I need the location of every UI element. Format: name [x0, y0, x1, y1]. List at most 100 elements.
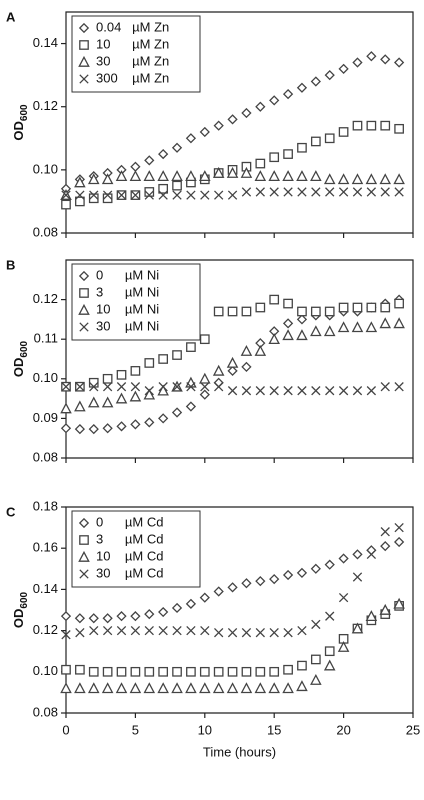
point — [366, 386, 377, 396]
point — [310, 654, 321, 665]
point — [352, 57, 363, 68]
point — [365, 321, 378, 333]
point — [296, 567, 308, 579]
point — [310, 306, 321, 317]
point — [394, 382, 404, 392]
point — [89, 190, 99, 200]
point — [171, 682, 183, 694]
y-tick-label: 0.10 — [33, 370, 58, 385]
point — [88, 613, 99, 624]
point — [241, 107, 252, 119]
point — [200, 190, 210, 200]
point — [379, 317, 392, 329]
legend-label: 0.04 µM Zn — [96, 19, 169, 34]
point — [255, 386, 265, 396]
point — [158, 606, 169, 618]
point — [102, 423, 113, 434]
point — [283, 149, 293, 159]
point — [116, 421, 127, 432]
point — [214, 628, 224, 638]
point — [380, 120, 391, 131]
point — [269, 294, 280, 305]
point — [102, 625, 113, 636]
point — [283, 664, 293, 675]
point — [365, 173, 378, 185]
point — [240, 344, 253, 356]
point — [144, 666, 155, 677]
point — [89, 382, 99, 392]
point — [394, 522, 404, 533]
y-axis-label: OD600 — [11, 340, 29, 377]
point — [116, 382, 127, 392]
y-tick-label: 0.18 — [33, 498, 58, 513]
point — [116, 666, 127, 677]
point — [351, 321, 364, 333]
point — [268, 333, 280, 345]
point — [269, 628, 279, 638]
point — [296, 314, 308, 325]
legend-marker — [78, 517, 90, 529]
point — [380, 382, 390, 392]
point — [116, 369, 127, 380]
point — [324, 306, 335, 317]
point — [394, 298, 404, 309]
point — [75, 382, 85, 392]
point — [241, 628, 252, 638]
point — [186, 342, 196, 352]
point — [60, 682, 72, 694]
point — [338, 302, 349, 313]
point — [74, 400, 86, 412]
y-tick-label: 0.12 — [33, 622, 58, 637]
point — [227, 666, 238, 677]
point — [338, 592, 349, 603]
legend-label: 3 µM Ni — [96, 284, 159, 299]
point — [199, 592, 210, 603]
point — [240, 166, 253, 178]
point — [157, 384, 169, 396]
point — [255, 302, 266, 313]
legend-label: 30 µM Cd — [96, 565, 163, 580]
point — [116, 190, 127, 200]
point — [226, 166, 239, 178]
point — [74, 176, 86, 188]
point — [199, 682, 211, 694]
point — [172, 625, 182, 636]
point — [296, 170, 308, 182]
point — [115, 170, 128, 182]
y-axis-label: OD600 — [11, 104, 29, 141]
point — [282, 682, 294, 694]
point — [75, 664, 85, 675]
point — [102, 190, 113, 200]
point — [186, 382, 196, 392]
point — [130, 419, 141, 430]
point — [323, 173, 336, 185]
point — [101, 396, 114, 408]
point — [102, 613, 113, 624]
point — [212, 682, 225, 694]
point — [171, 602, 183, 614]
point — [283, 386, 293, 396]
x-tick-label: 0 — [62, 722, 69, 737]
point — [324, 70, 335, 81]
point — [380, 187, 390, 197]
x-tick-label: 10 — [198, 722, 212, 737]
y-tick-label: 0.10 — [33, 161, 58, 176]
point — [74, 423, 85, 435]
point — [172, 190, 182, 200]
y-axis-label-subscript: 600 — [19, 591, 30, 608]
point — [115, 392, 128, 404]
point — [366, 549, 377, 560]
legend-label: 0 µM Ni — [96, 267, 159, 282]
point — [380, 541, 391, 552]
point — [297, 187, 307, 197]
legend-box — [71, 263, 201, 341]
point — [227, 386, 238, 396]
point — [144, 625, 154, 636]
point — [157, 682, 169, 694]
point — [130, 161, 141, 172]
y-axis-label-main: OD — [11, 358, 26, 378]
point — [74, 613, 85, 624]
point — [185, 598, 197, 609]
point — [323, 325, 336, 337]
